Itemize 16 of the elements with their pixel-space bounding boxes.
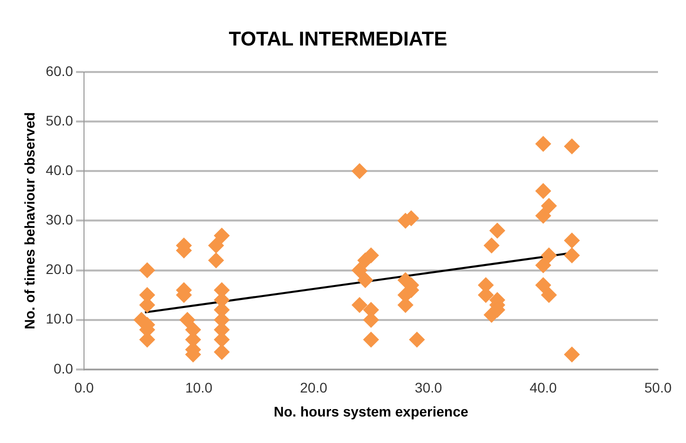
y-tick-label: 50.0 xyxy=(46,112,74,128)
y-tick-label: 20.0 xyxy=(46,261,74,278)
x-tick-label: 20.0 xyxy=(300,380,328,396)
x-tick-label: 50.0 xyxy=(644,380,672,396)
y-tick-label: 30.0 xyxy=(46,212,74,228)
x-tick-label: 10.0 xyxy=(185,380,213,396)
y-tick-label: 10.0 xyxy=(46,310,74,327)
y-axis-title: No. of times behaviour observed xyxy=(21,112,38,330)
chart-title: TOTAL INTERMEDIATE xyxy=(228,28,448,51)
y-tick-label: 60.0 xyxy=(46,62,74,79)
x-tick-label: 0.0 xyxy=(74,380,94,396)
x-tick-label: 40.0 xyxy=(530,380,558,396)
y-tick-label: 40.0 xyxy=(46,162,74,178)
y-tick-label: 0.0 xyxy=(54,360,74,376)
x-axis-title: No. hours system experience xyxy=(274,403,468,420)
x-tick-label: 30.0 xyxy=(414,380,442,396)
